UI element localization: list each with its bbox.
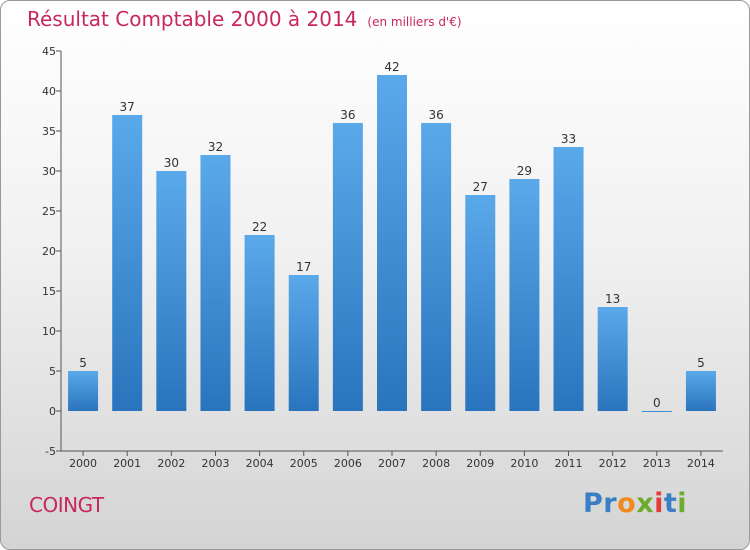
chart-title-block: Résultat Comptable 2000 à 2014 (en millie…: [27, 7, 462, 31]
bar: [288, 275, 319, 411]
data-label: 17: [296, 260, 311, 274]
x-tick-label: 2005: [290, 457, 318, 470]
y-tick-label: 15: [42, 285, 56, 298]
bar: [509, 179, 540, 411]
x-tick-label: 2001: [113, 457, 141, 470]
bar: [377, 75, 407, 411]
x-tick-label: 2007: [378, 457, 406, 470]
data-label: 33: [561, 132, 576, 146]
bar: [465, 195, 496, 411]
y-tick-label: 20: [42, 245, 56, 258]
data-label: 29: [517, 164, 532, 178]
data-label: 30: [164, 156, 179, 170]
chart-title: Résultat Comptable 2000 à 2014: [27, 7, 358, 31]
data-label: 36: [340, 108, 355, 122]
x-tick-label: 2003: [201, 457, 229, 470]
x-tick-label: 2011: [555, 457, 583, 470]
data-label: 22: [252, 220, 267, 234]
data-label: 0: [653, 396, 661, 410]
bar: [332, 123, 363, 411]
x-tick-label: 2010: [510, 457, 538, 470]
logo-letter: o: [617, 488, 637, 519]
logo-letter: r: [603, 488, 618, 519]
bar: [553, 147, 584, 411]
bar: [641, 411, 672, 412]
y-tick-label: 30: [42, 165, 56, 178]
y-tick-label: 10: [42, 325, 56, 338]
x-tick-label: 2004: [246, 457, 274, 470]
bar: [685, 371, 716, 411]
bar: [244, 235, 275, 411]
logo-letter: t: [663, 488, 678, 519]
data-label: 27: [473, 180, 488, 194]
chart-subtitle: (en milliers d'€): [367, 15, 462, 29]
data-label: 32: [208, 140, 223, 154]
proxiti-logo: Proxiti: [583, 488, 687, 519]
bar: [597, 307, 628, 411]
y-tick-label: 45: [42, 45, 56, 58]
bar: [421, 123, 452, 411]
data-label: 5: [697, 356, 705, 370]
logo-letter: i: [654, 488, 664, 519]
data-label: 13: [605, 292, 620, 306]
x-tick-label: 2000: [69, 457, 97, 470]
y-tick-label: 5: [49, 365, 56, 378]
x-tick-label: 2002: [157, 457, 185, 470]
x-tick-label: 2012: [599, 457, 627, 470]
bar: [112, 115, 143, 411]
data-label: 42: [384, 60, 399, 74]
data-label: 36: [428, 108, 443, 122]
bar: [68, 371, 99, 411]
bar: [200, 155, 231, 411]
y-tick-label: -5: [45, 445, 56, 458]
commune-name: COINGT: [29, 493, 104, 517]
data-label: 37: [120, 100, 135, 114]
x-tick-label: 2008: [422, 457, 450, 470]
y-tick-label: 25: [42, 205, 56, 218]
x-tick-label: 2014: [687, 457, 715, 470]
y-tick-label: 35: [42, 125, 56, 138]
logo-letter: x: [636, 488, 655, 519]
y-tick-label: 40: [42, 85, 56, 98]
x-tick-label: 2009: [466, 457, 494, 470]
logo-letter: P: [583, 488, 604, 519]
bar: [156, 171, 187, 411]
logo-letter: i: [677, 488, 688, 519]
data-label: 5: [79, 356, 87, 370]
y-tick-label: 0: [49, 405, 56, 418]
x-tick-label: 2006: [334, 457, 362, 470]
x-tick-label: 2013: [643, 457, 671, 470]
